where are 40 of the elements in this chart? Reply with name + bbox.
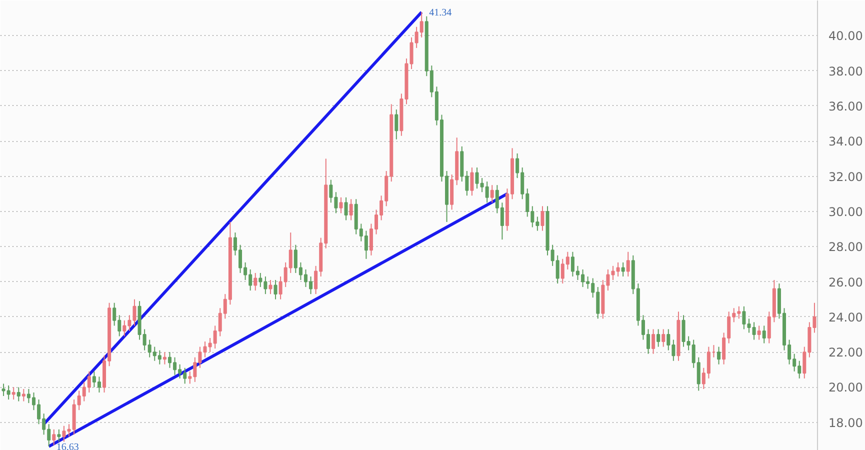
y-tick-label: 38.00 (828, 64, 863, 78)
y-tick-label: 30.00 (828, 204, 863, 219)
candlestick (662, 328, 666, 348)
candlestick (470, 166, 474, 196)
candlestick (57, 428, 61, 442)
candlestick (349, 198, 353, 221)
y-tick-label: 40.00 (828, 29, 863, 44)
candlestick (621, 262, 625, 277)
candlestick (626, 251, 630, 277)
candlestick (254, 272, 258, 292)
candlestick (52, 428, 56, 446)
y-tick-label: 20.00 (828, 380, 863, 395)
candlestick (344, 196, 348, 221)
candlestick (540, 206, 544, 232)
y-tick-label: 24.00 (828, 310, 863, 324)
candlestick (394, 108, 398, 140)
y-tick-label: 34.00 (828, 134, 863, 149)
candlestick (12, 386, 16, 400)
candlestick (274, 279, 278, 300)
y-tick-label: 32.00 (828, 170, 863, 184)
candlestick (757, 325, 761, 340)
candlestick (268, 279, 272, 295)
y-tick-label: 28.00 (828, 240, 863, 254)
annotation: 16.63 (56, 442, 79, 450)
candlestick (22, 388, 26, 402)
candlestick (490, 184, 494, 204)
annotation: 41.34 (429, 8, 452, 19)
candlestick (339, 196, 343, 214)
candlestick (652, 328, 656, 354)
candlestick (717, 346, 721, 365)
y-tick-label: 26.00 (828, 275, 863, 290)
candlestick (16, 386, 20, 402)
y-tick-label: 18.00 (828, 416, 863, 430)
candlestick (656, 328, 660, 348)
candlestick (767, 311, 771, 344)
y-tick-label: 36.00 (828, 99, 863, 114)
candlestick (162, 352, 166, 365)
candlestick (762, 325, 766, 344)
y-tick-label: 22.00 (828, 346, 863, 360)
candlestick (47, 424, 51, 447)
